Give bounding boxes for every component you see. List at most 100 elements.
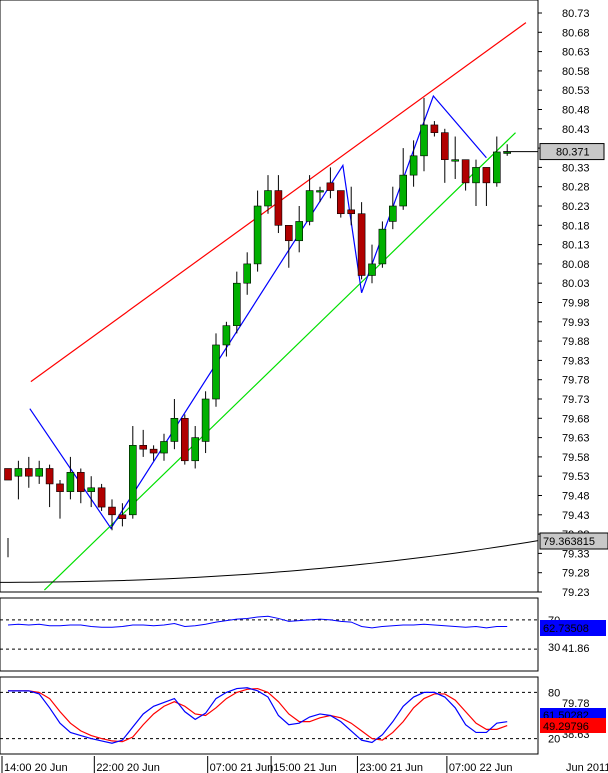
candle-body (316, 190, 324, 193)
candle-body (284, 225, 293, 242)
price-y-tick-label: 80.48 (562, 105, 590, 117)
price-y-tick-label: 79.53 (562, 471, 590, 483)
candle-body (253, 205, 262, 265)
candle-body (274, 190, 283, 226)
x-axis-tick-label: 07:00 21 Jun (210, 762, 274, 773)
price-y-tick-label: 80.63 (562, 47, 590, 59)
candle-body (347, 209, 356, 215)
price-y-tick-label: 79.78 (562, 375, 590, 387)
zigzag-line (29, 94, 487, 530)
rsi-value-label: 62.73508 (543, 623, 589, 635)
candle-body (56, 483, 64, 492)
rsi-panel-frame (0, 597, 539, 672)
candle-body (492, 151, 501, 184)
candle-body (472, 167, 480, 184)
candle-body (181, 417, 189, 462)
stoch-k-line (8, 687, 508, 744)
candle-body (368, 263, 376, 276)
candle-body (87, 487, 95, 492)
candle-body (233, 282, 241, 326)
price-y-tick-label: 79.68 (562, 413, 590, 425)
price-y-tick-label: 80.58 (562, 66, 590, 78)
stoch-d-line (8, 687, 508, 743)
candle-body (388, 205, 397, 222)
price-y-tick-label: 79.98 (562, 298, 590, 310)
rsi-value-box (540, 620, 606, 636)
candle-body (191, 437, 199, 462)
candle-body (139, 445, 147, 450)
candle-body (461, 159, 470, 184)
price-y-tick-label: 79.23 (562, 587, 590, 599)
candle-body (45, 468, 54, 485)
price-y-tick-label: 80.13 (562, 240, 590, 252)
x-axis-tick-label: 14:00 20 Jun (4, 762, 68, 773)
candle-body (243, 263, 251, 284)
candle-body (108, 506, 116, 516)
price-y-tick-label: 79.93 (562, 317, 590, 329)
candle-body (409, 155, 418, 176)
stochastic-panel-frame (0, 676, 539, 755)
candle-body (129, 445, 137, 516)
candle-body (77, 472, 85, 492)
candle-body (24, 468, 33, 477)
candle-body (4, 468, 12, 481)
lower-trend-line (43, 132, 516, 591)
x-axis-period-label: Jun 2011 (566, 762, 608, 773)
stoch-level-label: 80 (548, 687, 560, 699)
rsi-level-label: 30 (548, 642, 560, 654)
candle-body (35, 468, 44, 477)
stoch-extra-label: 79.78 (562, 698, 590, 710)
candle-body (97, 487, 106, 508)
price-y-tick-label: 80.03 (562, 278, 590, 290)
price-y-tick-label: 80.68 (562, 27, 590, 39)
candle-body (66, 472, 75, 492)
stoch-d-value-label: 49.29796 (543, 721, 589, 733)
last-price-label: 80.371 (556, 147, 590, 159)
candle-body (160, 441, 168, 454)
rsi-extra-label: 41.86 (562, 643, 590, 655)
price-y-tick-label: 79.73 (562, 394, 590, 406)
candle-body (170, 417, 179, 442)
x-axis-tick-label: 15:00 21 Jun (273, 762, 337, 773)
price-panel-frame (0, 0, 539, 593)
candle-body (149, 448, 158, 454)
candle-body (357, 213, 366, 276)
price-y-tick-label: 80.43 (562, 124, 590, 136)
x-axis-tick-label: 23:00 21 Jun (359, 762, 423, 773)
candle-body (264, 190, 272, 207)
price-y-tick-label: 79.83 (562, 355, 590, 367)
price-y-tick-label: 80.33 (562, 162, 590, 174)
rsi-line (7, 615, 508, 629)
ma-value-label: 79.363815 (543, 536, 595, 548)
price-y-tick-label: 80.23 (562, 201, 590, 213)
price-y-tick-label: 80.28 (562, 182, 590, 194)
last-price-box (539, 143, 605, 161)
candle-body (482, 167, 491, 184)
price-y-tick-label: 80.08 (562, 259, 590, 271)
candle-body (420, 124, 428, 157)
candle-body (201, 398, 210, 442)
candle-body (503, 151, 512, 154)
price-y-tick-label: 79.58 (562, 452, 590, 464)
candle-body (212, 344, 220, 400)
price-y-tick-label: 79.88 (562, 336, 590, 348)
candle-body (14, 468, 23, 477)
candle-body (440, 132, 449, 160)
x-axis-tick-label: 22:00 20 Jun (96, 762, 160, 773)
ma-value-box (539, 532, 608, 550)
candle-body (118, 514, 127, 519)
price-y-tick-label: 79.43 (562, 510, 590, 522)
price-y-tick-label: 80.53 (562, 85, 590, 97)
candle-body (378, 228, 387, 265)
candle-body (305, 190, 314, 222)
candle-body (326, 182, 335, 191)
price-y-tick-label: 80.18 (562, 220, 590, 232)
price-y-tick-label: 79.33 (562, 548, 590, 560)
x-axis-tick-label: 07:00 22 Jun (449, 762, 513, 773)
moving-average-line (0, 540, 539, 583)
stoch-level-label: 20 (548, 734, 560, 746)
candle-body (451, 159, 460, 162)
candle-body (399, 174, 408, 207)
price-y-tick-label: 79.63 (562, 433, 590, 445)
